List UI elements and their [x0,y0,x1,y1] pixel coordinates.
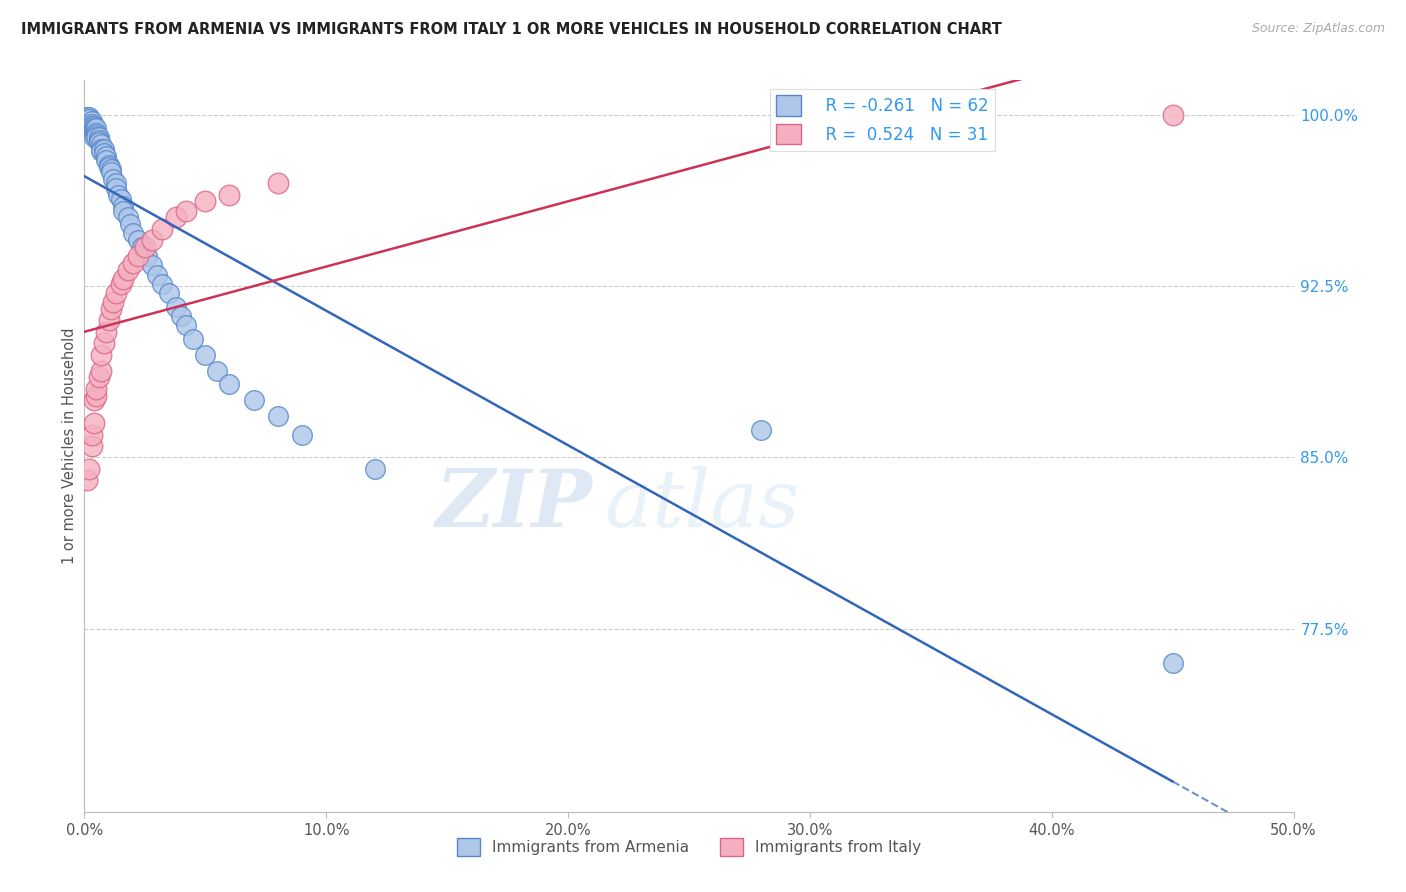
Point [76,112,98,127]
Point [363,462,385,476]
Point [112,199,135,213]
Point [110,277,132,291]
Point [131,240,153,254]
Point [141,233,163,247]
Point [86,130,108,145]
Point [90,347,112,361]
Point [86,389,108,403]
Point [87,135,110,149]
Point [83,123,105,137]
Point [165,211,187,225]
Point [107,187,129,202]
Point [80,119,103,133]
Point [100,162,122,177]
Point [90,142,112,156]
Point [94,149,117,163]
Point [104,176,127,190]
Point [80,117,103,131]
Point [90,363,112,377]
Point [86,121,108,136]
Point [94,153,117,168]
Point [83,130,105,145]
Point [100,164,122,178]
Point [93,336,115,351]
Point [194,194,217,209]
Text: Source: ZipAtlas.com: Source: ZipAtlas.com [1251,22,1385,36]
Point [207,363,229,377]
Point [93,146,115,161]
Point [86,126,108,140]
Point [97,313,120,327]
Point [165,300,187,314]
Point [77,462,100,476]
Point [93,142,115,156]
Point [218,187,240,202]
Point [90,144,112,158]
Point [87,130,110,145]
Point [83,393,105,408]
Point [97,158,120,172]
Point [117,211,139,225]
Point [150,222,173,236]
Point [127,233,149,247]
Point [76,110,98,124]
Point [112,203,135,218]
Point [1161,656,1184,670]
Point [103,171,125,186]
Point [127,249,149,263]
Point [267,176,290,190]
Point [120,217,142,231]
Point [87,370,110,384]
Point [104,180,127,194]
Point [117,263,139,277]
Point [77,117,100,131]
Point [136,249,159,263]
Point [112,272,135,286]
Point [291,427,314,442]
Point [134,240,156,254]
Point [83,121,105,136]
Y-axis label: 1 or more Vehicles in Household: 1 or more Vehicles in Household [62,327,77,565]
Point [267,409,290,424]
Point [97,160,120,174]
Point [86,382,108,396]
Point [751,423,773,437]
Point [174,318,197,332]
Point [104,285,127,300]
Point [103,295,125,310]
Text: IMMIGRANTS FROM ARMENIA VS IMMIGRANTS FROM ITALY 1 OR MORE VEHICLES IN HOUSEHOLD: IMMIGRANTS FROM ARMENIA VS IMMIGRANTS FR… [21,22,1002,37]
Point [110,192,132,206]
Point [90,137,112,152]
Point [174,203,197,218]
Point [80,114,103,128]
Point [77,110,100,124]
Text: ZIP: ZIP [436,466,592,543]
Legend: Immigrants from Armenia, Immigrants from Italy: Immigrants from Armenia, Immigrants from… [451,831,927,863]
Point [77,112,100,127]
Point [146,268,169,282]
Point [87,133,110,147]
Point [94,325,117,339]
Point [121,256,143,270]
Point [181,332,204,346]
Point [141,259,163,273]
Point [121,227,143,241]
Point [1161,107,1184,121]
Point [157,285,180,300]
Point [170,309,193,323]
Point [76,473,98,487]
Point [218,377,240,392]
Point [80,439,103,453]
Point [86,128,108,142]
Point [194,347,217,361]
Point [83,119,105,133]
Point [242,393,264,408]
Point [150,277,173,291]
Text: atlas: atlas [605,466,800,543]
Point [80,123,103,137]
Point [100,301,122,316]
Point [83,126,105,140]
Point [80,427,103,442]
Point [83,416,105,430]
